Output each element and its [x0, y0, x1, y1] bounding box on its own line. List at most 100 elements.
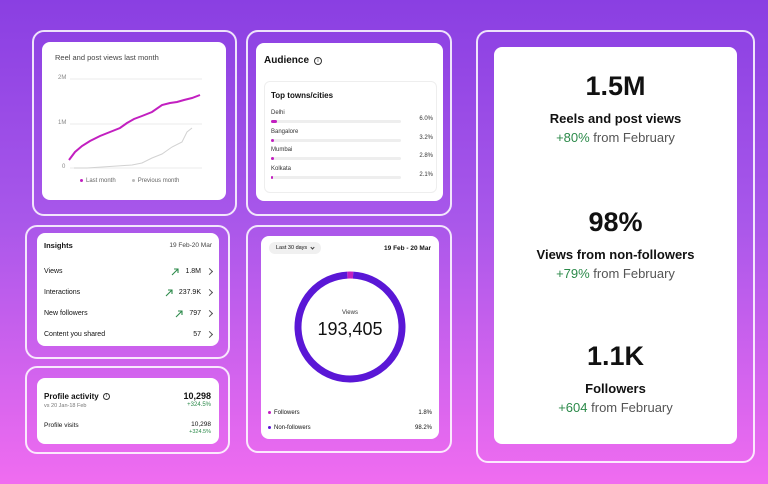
info-icon[interactable]: i: [102, 393, 110, 400]
insight-label: Interactions: [44, 289, 81, 296]
donut-center-value: 193,405: [317, 319, 383, 339]
y-tick-2m: 2M: [58, 75, 67, 81]
insight-row[interactable]: Content you shared 57: [44, 324, 214, 345]
stat-change: +80%: [556, 130, 590, 145]
city-pct: 3.2%: [419, 134, 433, 141]
insights-date: 19 Feb-20 Mar: [169, 242, 212, 249]
stat-suffix: from February: [589, 266, 675, 281]
insights-title: Insights: [44, 241, 73, 250]
top-cities-title: Top towns/cities: [271, 91, 334, 100]
city-name: Delhi: [271, 110, 285, 116]
stat-suffix: from February: [587, 400, 673, 415]
city-pct: 2.1%: [419, 171, 433, 178]
previous-month-line: [74, 127, 193, 169]
city-bar: [271, 157, 401, 160]
donut-frame: [246, 225, 452, 453]
donut-legend-row: Followers 1.8%: [268, 405, 432, 420]
stat-block: 98% Views from non-followers +79% from Feb…: [494, 207, 737, 281]
views-donut-card: Last 30 days 19 Feb - 20 Mar Views 193,4…: [261, 236, 439, 439]
activity-compare: vs 20 Jan-18 Feb: [44, 403, 87, 409]
insight-row[interactable]: Interactions 237.9K: [44, 282, 214, 303]
followers-segment: [294, 271, 406, 383]
stat-block: 1.5M Reels and post views +80% from Februa…: [494, 71, 737, 145]
stat-suffix: from February: [589, 130, 675, 145]
chevron-right-icon: [205, 330, 214, 339]
legend-label: Followers: [274, 409, 300, 416]
stat-block: 1.1K Followers +604 from February: [494, 341, 737, 415]
donut-center-label: Views: [342, 310, 358, 316]
trend-up-icon: [175, 309, 183, 318]
profile-visits-value: 10,298: [191, 421, 211, 428]
city-name: Bangalore: [271, 128, 299, 135]
range-select[interactable]: Last 30 days: [269, 242, 322, 254]
stat-value: 1.5M: [585, 71, 646, 101]
stats-card: 1.5M Reels and post views +80% from Februa…: [494, 47, 737, 444]
insight-value: 1.8M: [185, 268, 201, 275]
insight-row[interactable]: Views 1.8M: [44, 261, 214, 282]
y-tick-1m: 1M: [58, 120, 67, 126]
views-line-chart: [68, 78, 202, 169]
city-row: Delhi 6.0%: [271, 110, 433, 129]
stat-change-line: +79% from February: [494, 266, 737, 281]
city-name: Mumbai: [271, 147, 293, 153]
profile-visits-label[interactable]: Profile visits: [44, 422, 79, 429]
city-bar: [271, 175, 401, 179]
donut-legend-row: Non-followers 98.2%: [268, 420, 432, 435]
legend-last-month: Last month: [80, 178, 116, 184]
stat-change: +79%: [556, 266, 590, 281]
stat-change-line: +80% from February: [494, 130, 737, 145]
donut-date: 19 Feb - 20 Mar: [384, 245, 431, 252]
city-row: Bangalore 3.2%: [271, 129, 433, 148]
city-name: Kolkata: [271, 165, 292, 172]
audience-card: Audience i Top towns/cities Delhi 6.0% Ban…: [256, 43, 443, 201]
legend-dot: [268, 411, 271, 414]
insights-frame: [25, 225, 230, 359]
chevron-right-icon: [205, 288, 214, 297]
insight-value: 797: [189, 310, 201, 317]
chart-title: Reel and post views last month: [55, 53, 159, 62]
stat-label: Views from non-followers: [536, 247, 695, 262]
city-bar-fill: [271, 138, 275, 142]
insight-value: 57: [193, 331, 201, 338]
legend-label: Non-followers: [274, 424, 311, 431]
profile-visits-change: +324.5%: [189, 429, 211, 435]
trend-up-icon: [165, 288, 173, 297]
chevron-right-icon: [205, 267, 214, 276]
city-bar: [271, 120, 401, 123]
city-bar-fill: [271, 120, 277, 123]
insight-label: Content you shared: [44, 331, 106, 338]
top-cities-box: Top towns/cities Delhi 6.0% Bangalore 3.2% M…: [264, 81, 437, 193]
insights-card: Insights 19 Feb-20 Mar Views 1.8M Interact…: [37, 233, 219, 346]
stats-frame: [476, 30, 755, 463]
city-row: Mumbai 2.8%: [271, 147, 433, 166]
activity-total-change: +324.5%: [187, 402, 211, 408]
insight-label: New followers: [44, 310, 88, 317]
city-pct: 6.0%: [419, 116, 433, 122]
legend-dot: [268, 426, 271, 429]
activity-title: Profile activity: [44, 392, 99, 401]
stat-label: Reels and post views: [549, 111, 682, 126]
city-bar-fill: [271, 175, 274, 179]
city-bar-fill: [271, 157, 274, 160]
stat-change-line: +604 from February: [494, 400, 737, 415]
activity-frame: [25, 366, 230, 454]
insight-label: Views: [44, 268, 63, 275]
insight-value: 237.9K: [178, 289, 201, 296]
legend-pct: 98.2%: [414, 424, 432, 431]
info-icon[interactable]: i: [314, 56, 323, 65]
stat-value: 98%: [588, 207, 643, 237]
trend-up-icon: [171, 267, 179, 276]
views-donut-chart: [294, 271, 406, 383]
last-month-line: [68, 94, 201, 161]
chevron-right-icon: [205, 309, 214, 318]
city-pct: 2.8%: [419, 153, 433, 159]
stat-label: Followers: [585, 381, 646, 396]
city-bar: [271, 138, 401, 142]
y-tick-0: 0: [62, 164, 66, 170]
stat-change: +604: [558, 400, 588, 415]
audience-frame: [246, 30, 452, 216]
chart-frame: [32, 30, 237, 216]
insight-row[interactable]: New followers 797: [44, 303, 214, 324]
audience-title: Audience: [264, 55, 310, 66]
activity-total: 10,298: [183, 391, 211, 401]
